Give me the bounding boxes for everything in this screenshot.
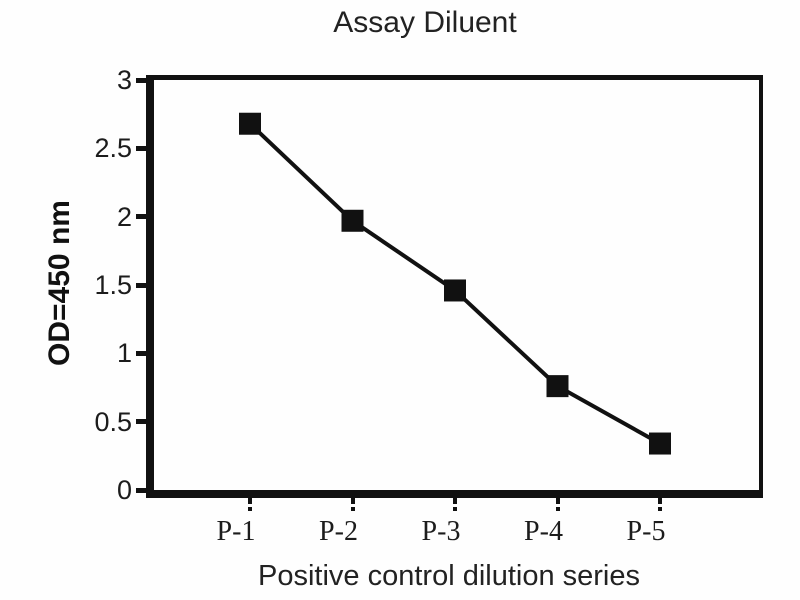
y-tick-mark (136, 214, 146, 220)
y-tick-mark (136, 487, 146, 493)
y-tick-mark (136, 419, 146, 425)
x-tick-label: P-3 (421, 516, 461, 547)
y-tick-mark (136, 77, 146, 83)
y-tick-mark (136, 350, 146, 356)
data-point-marker-P-5 (649, 432, 671, 455)
x-tick-label: P-2 (319, 516, 358, 547)
x-tick-label: P-1 (216, 516, 256, 547)
data-point-marker-P-2 (341, 209, 364, 232)
x-tick-mark (453, 498, 457, 511)
y-tick-mark (136, 145, 146, 151)
x-tick-mark (350, 498, 355, 511)
data-point-marker-P-4 (546, 375, 569, 398)
y-tick-label: 0.5 (94, 406, 132, 437)
y-tick-label: 1.5 (94, 270, 132, 300)
x-tick-label: P-5 (626, 516, 666, 547)
y-tick-label: 2.5 (94, 133, 132, 164)
y-tick-mark (136, 282, 146, 288)
x-tick-mark (555, 498, 560, 511)
y-tick-label: 3 (116, 65, 132, 95)
x-axis-title: Positive control dilution series (257, 560, 641, 592)
data-point-marker-P-1 (239, 112, 261, 135)
x-tick-mark (248, 498, 252, 511)
data-line-layer (239, 112, 671, 455)
chart-title: Assay Diluent (333, 6, 517, 39)
plot-area (146, 75, 763, 498)
y-tick-label: 2 (116, 201, 132, 232)
y-tick-label: 1 (116, 338, 132, 369)
x-tick-mark (658, 498, 662, 511)
y-tick-label: 0 (116, 475, 132, 505)
data-point-marker-P-3 (444, 279, 466, 302)
x-tick-label: P-4 (524, 516, 563, 547)
